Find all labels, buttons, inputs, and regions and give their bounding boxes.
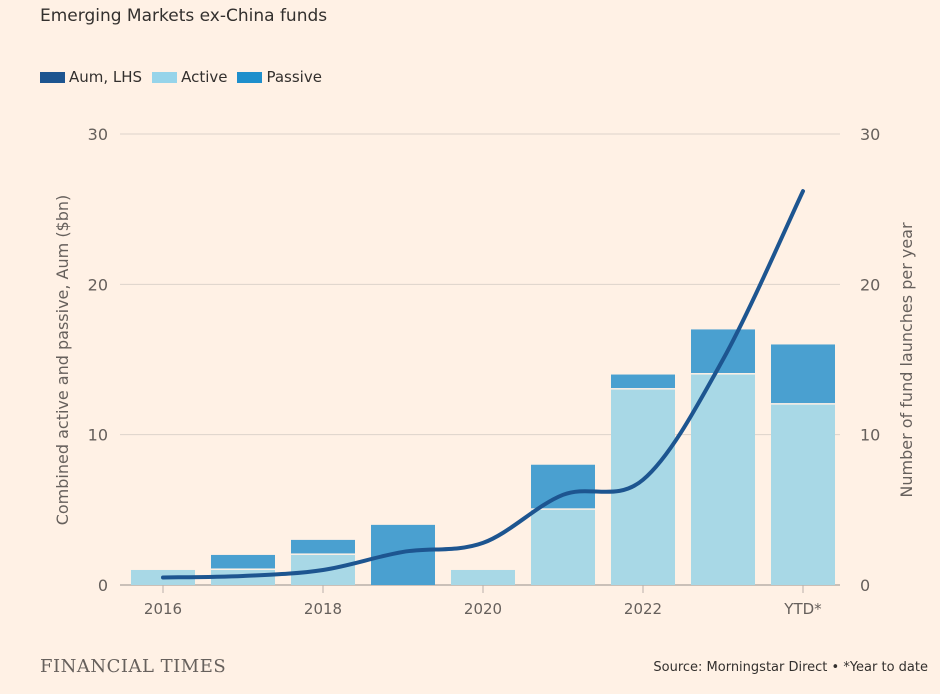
bar-active-2022 [611, 389, 675, 585]
y-tick-label: 30 [88, 125, 108, 144]
legend-swatch-active [152, 71, 178, 83]
y-tick-label: 20 [88, 275, 108, 294]
y2-tick-label: 30 [860, 125, 880, 144]
chart-title: Emerging Markets ex-China funds [40, 6, 328, 26]
bar-passive-2018 [291, 539, 355, 554]
legend-label-passive: Passive [266, 68, 322, 86]
legend-label-aum: Aum, LHS [69, 68, 143, 86]
legend-swatch-passive [237, 71, 263, 83]
bar-active-2020 [451, 569, 515, 585]
legend-item-active: Active [152, 68, 227, 86]
bar-passive-2021 [531, 464, 595, 509]
ft-logo: FINANCIAL TIMES [40, 656, 227, 677]
y-tick-label: 0 [98, 576, 108, 595]
y2-tick-label: 10 [860, 426, 880, 445]
y-tick-label: 10 [88, 426, 108, 445]
bar-active-YTD* [771, 404, 835, 585]
legend-label-active: Active [181, 68, 228, 86]
source-note: Source: Morningstar Direct • *Year to da… [653, 660, 928, 675]
bar-passive-2017 [211, 554, 275, 569]
x-tick-label: 2018 [304, 600, 342, 618]
x-tick-label: 2016 [144, 600, 182, 618]
aum-line [161, 189, 805, 580]
y2-tick-label: 20 [860, 275, 880, 294]
bar-active-2023 [691, 374, 755, 585]
bar-passive-2022 [611, 374, 675, 389]
bar-passive-2023 [691, 329, 755, 374]
legend-item-aum: Aum, LHS [40, 68, 142, 86]
y2-tick-label: 0 [860, 576, 870, 595]
x-tick-label: YTD* [783, 600, 822, 618]
x-tick-label: 2020 [464, 600, 502, 618]
y-axis-label: Combined active and passive, Aum ($bn) [53, 195, 72, 526]
bar-active-2021 [531, 509, 595, 585]
legend-item-passive: Passive [237, 68, 322, 86]
legend-swatch-aum [40, 71, 65, 83]
y2-axis-label: Number of fund launches per year [897, 222, 916, 498]
legend: Aum, LHS Active Passive [40, 68, 322, 86]
bar-passive-YTD* [771, 344, 835, 404]
x-tick-label: 2022 [624, 600, 662, 618]
